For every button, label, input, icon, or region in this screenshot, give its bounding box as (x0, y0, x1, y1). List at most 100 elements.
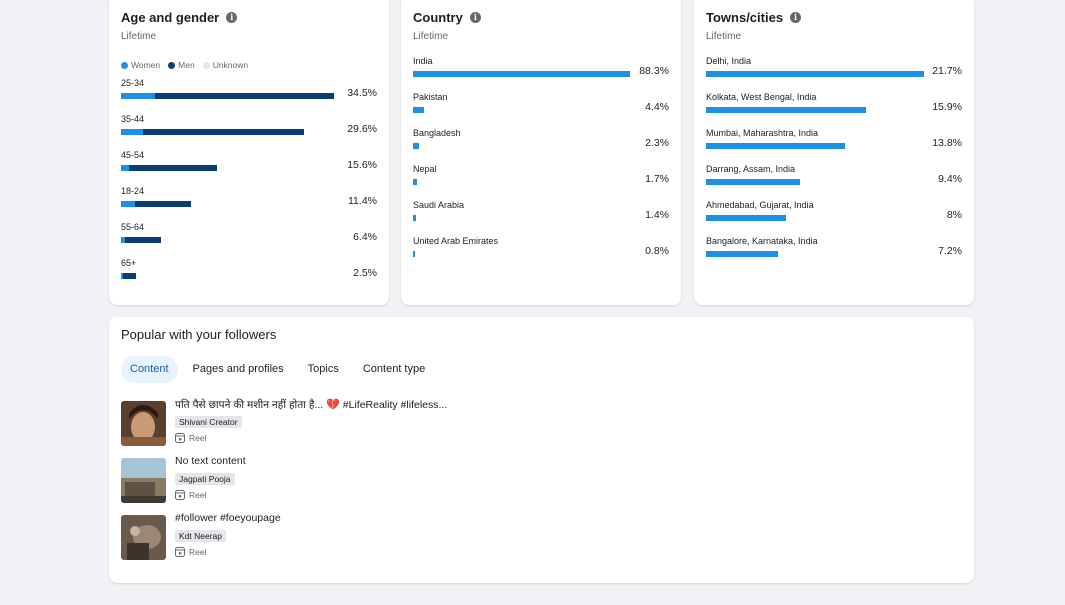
towns-row-label: Bangalore, Karnataka, India (706, 236, 818, 246)
post-caption[interactable]: #follower #foeyoupage (175, 512, 281, 524)
country-bar (413, 71, 630, 77)
age-gender-title-text: Age and gender (121, 10, 220, 25)
creator-badge[interactable]: Kdt Neerap (175, 530, 226, 542)
towns-row: Delhi, India 21.7% (706, 56, 962, 86)
towns-bar (706, 179, 801, 185)
tab-topics[interactable]: Topics (307, 363, 339, 375)
popular-card: Popular with your followers Content Page… (109, 317, 974, 583)
towns-row-label: Kolkata, West Bengal, India (706, 92, 817, 102)
post-thumbnail[interactable] (121, 515, 166, 560)
country-bar (413, 179, 418, 185)
reel-icon (175, 547, 185, 557)
country-row: Bangladesh 2.3% (413, 128, 669, 158)
age_gender-row-label: 55-64 (121, 222, 145, 232)
towns-row-label: Mumbai, Maharashtra, India (706, 128, 819, 138)
towns-row: Darrang, Assam, India 9.4% (706, 164, 962, 194)
age_gender-row: 25-34 34.5% (121, 78, 377, 108)
country-bar (413, 107, 424, 113)
info-icon[interactable]: i (469, 12, 481, 23)
tab-content-type[interactable]: Content type (362, 363, 426, 375)
towns-row-value: 15.9% (932, 101, 962, 113)
age-gender-title: Age and gender i (121, 10, 238, 25)
age_gender-row-value: 2.5% (353, 267, 377, 279)
post-item[interactable]: पति पैसे छापने की मशीन नहीं होता है... 💔… (121, 399, 721, 447)
age_gender-row-label: 65+ (121, 258, 137, 268)
bar-segment (413, 143, 419, 149)
age_gender-row-label: 45-54 (121, 150, 145, 160)
bar-segment (706, 143, 845, 149)
bar-segment (706, 71, 924, 77)
post-thumbnail[interactable] (121, 458, 166, 503)
towns-row-value: 7.2% (938, 245, 962, 257)
creator-badge[interactable]: Jagpati Pooja (175, 473, 235, 485)
age_gender-row-value: 15.6% (347, 159, 377, 171)
bar-segment-men (154, 93, 334, 99)
age_gender-row-label: 25-34 (121, 78, 145, 88)
country-card: Country i Lifetime India 88.3% Pakistan 4.4… (401, 0, 681, 305)
broken-heart-icon: 💔 (326, 399, 340, 411)
bar-segment (706, 107, 866, 113)
info-icon[interactable]: i (790, 12, 802, 23)
creator-badge[interactable]: Shivani Creator (175, 416, 242, 428)
post-item[interactable]: #follower #foeyoupage Kdt Neerap Reel (121, 512, 721, 561)
country-row: India 88.3% (413, 56, 669, 86)
age-gender-legend: Women Men Unknown (121, 60, 256, 70)
towns-row-value: 21.7% (932, 65, 962, 77)
bar-segment-men (142, 129, 304, 135)
age_gender-row: 45-54 15.6% (121, 150, 377, 180)
info-icon[interactable]: i (226, 12, 238, 23)
towns-bar (706, 215, 787, 221)
age_gender-row-value: 29.6% (347, 123, 377, 135)
age_gender-bar (121, 93, 334, 99)
popular-tabs: Content Pages and profiles Topics Conten… (121, 356, 440, 383)
reel-icon (175, 433, 185, 443)
country-row-value: 4.4% (645, 101, 669, 113)
tab-pages-and-profiles[interactable]: Pages and profiles (192, 363, 284, 375)
legend-dot-women (121, 61, 128, 69)
country-row-label: Nepal (413, 164, 437, 174)
legend-dot-unknown (202, 61, 210, 69)
towns-row: Mumbai, Maharashtra, India 13.8% (706, 128, 962, 158)
country-bar (413, 251, 415, 257)
country-row: United Arab Emirates 0.8% (413, 236, 669, 266)
tab-content[interactable]: Content (121, 356, 178, 383)
post-item[interactable]: No text content Jagpati Pooja Reel (121, 455, 721, 504)
post-thumbnail[interactable] (121, 401, 166, 446)
towns-bar (706, 143, 845, 149)
country-row: Saudi Arabia 1.4% (413, 200, 669, 230)
bar-segment (413, 71, 630, 77)
post-caption[interactable]: पति पैसे छापने की मशीन नहीं होता है... 💔… (175, 399, 448, 411)
towns-row-label: Darrang, Assam, India (706, 164, 796, 174)
towns-row-value: 9.4% (938, 173, 962, 185)
bar-segment-women (121, 93, 155, 99)
bar-segment (413, 179, 418, 185)
age_gender-row-value: 6.4% (353, 231, 377, 243)
post-caption[interactable]: No text content (175, 455, 246, 467)
bar-segment-women (121, 237, 126, 243)
bar-segment (413, 251, 415, 257)
age_gender-row-value: 11.4% (348, 195, 377, 207)
bar-segment (706, 215, 787, 221)
bar-segment-women (121, 201, 136, 207)
country-bar (413, 143, 419, 149)
towns-bar (706, 71, 924, 77)
legend-men: Men (168, 60, 195, 70)
age_gender-row-label: 18-24 (121, 186, 145, 196)
country-row-label: India (413, 56, 433, 66)
post-type: Reel (175, 433, 206, 443)
towns-subtitle: Lifetime (706, 31, 742, 42)
towns-card: Towns/cities i Lifetime Delhi, India 21.7… (694, 0, 974, 305)
bar-segment (706, 251, 779, 257)
age-gender-subtitle: Lifetime (121, 31, 157, 42)
country-row-label: Pakistan (413, 92, 448, 102)
legend-dot-men (168, 61, 176, 69)
towns-row: Ahmedabad, Gujarat, India 8% (706, 200, 962, 230)
age_gender-row-value: 34.5% (347, 87, 377, 99)
legend-women: Women (121, 60, 160, 70)
post-type: Reel (175, 547, 206, 557)
popular-title: Popular with your followers (121, 327, 277, 342)
post-type: Reel (175, 490, 206, 500)
towns-bar (706, 251, 779, 257)
towns-row-label: Ahmedabad, Gujarat, India (706, 200, 814, 210)
country-subtitle: Lifetime (413, 31, 449, 42)
